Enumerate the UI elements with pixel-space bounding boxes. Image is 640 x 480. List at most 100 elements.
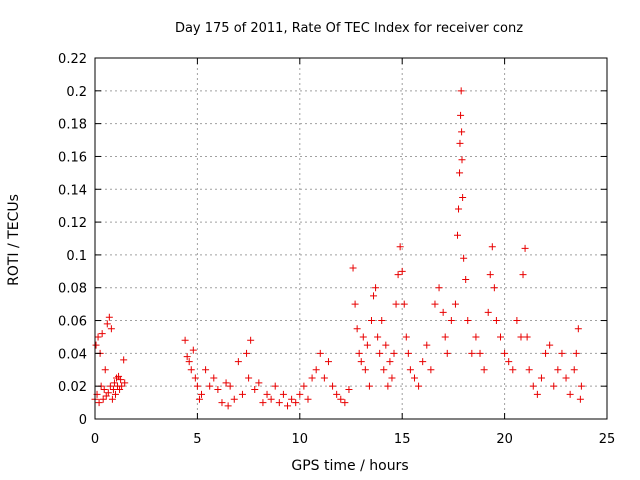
- data-point: [98, 330, 106, 338]
- data-point: [189, 346, 197, 354]
- data-point: [109, 385, 117, 393]
- data-point: [398, 267, 406, 275]
- data-point: [441, 333, 449, 341]
- data-point: [230, 395, 238, 403]
- data-point: [92, 341, 100, 349]
- grid-lines: [95, 58, 607, 419]
- data-point: [351, 300, 359, 308]
- data-point: [542, 349, 550, 357]
- data-point: [404, 349, 412, 357]
- data-point: [458, 128, 466, 136]
- data-point: [480, 366, 488, 374]
- data-point: [464, 317, 472, 325]
- data-point: [308, 374, 316, 382]
- data-point: [460, 254, 468, 262]
- data-point: [110, 379, 118, 387]
- data-point: [267, 395, 275, 403]
- data-point: [554, 366, 562, 374]
- data-point: [546, 341, 554, 349]
- data-point: [210, 374, 218, 382]
- data-point: [296, 390, 304, 398]
- data-point: [349, 264, 357, 272]
- data-point: [484, 308, 492, 316]
- data-point: [193, 382, 201, 390]
- y-tick-label: 0.04: [58, 347, 87, 362]
- data-point: [118, 382, 126, 390]
- data-point: [457, 111, 465, 119]
- data-point: [218, 399, 226, 407]
- data-point: [529, 382, 537, 390]
- data-point: [214, 385, 222, 393]
- data-point: [222, 379, 230, 387]
- data-point: [121, 379, 129, 387]
- data-point: [492, 317, 500, 325]
- data-point: [486, 271, 494, 279]
- y-tick-label: 0.02: [58, 380, 87, 395]
- data-point: [94, 333, 102, 341]
- data-point: [392, 300, 400, 308]
- data-point: [105, 313, 113, 321]
- x-tick-label: 25: [599, 432, 616, 447]
- data-point: [355, 349, 363, 357]
- data-point: [517, 333, 525, 341]
- data-point: [572, 349, 580, 357]
- y-tick-label: 0.2: [66, 85, 87, 100]
- data-point: [320, 374, 328, 382]
- y-tick-label: 0.06: [58, 315, 87, 330]
- y-tick-label: 0.18: [58, 118, 87, 133]
- data-point: [111, 390, 119, 398]
- data-point: [185, 358, 193, 366]
- data-point: [443, 349, 451, 357]
- x-tick-label: 10: [292, 432, 309, 447]
- data-point: [103, 320, 111, 328]
- data-point: [329, 382, 337, 390]
- data-point: [476, 349, 484, 357]
- data-point: [181, 336, 189, 344]
- data-point: [259, 399, 267, 407]
- x-tick-label: 5: [193, 432, 201, 447]
- data-point: [316, 349, 324, 357]
- data-point: [187, 366, 195, 374]
- data-point: [533, 390, 541, 398]
- data-point: [120, 356, 128, 364]
- data-point: [566, 390, 574, 398]
- data-point: [394, 271, 402, 279]
- data-point: [361, 366, 369, 374]
- data-point: [386, 358, 394, 366]
- plot-frame: [94, 57, 608, 420]
- data-point: [501, 349, 509, 357]
- data-point: [488, 243, 496, 251]
- data-point: [284, 402, 292, 410]
- y-tick-label: 0.14: [58, 183, 87, 198]
- data-point: [505, 358, 513, 366]
- data-point: [226, 382, 234, 390]
- data-point: [431, 300, 439, 308]
- data-point: [191, 374, 199, 382]
- data-point: [107, 325, 115, 333]
- data-point: [415, 382, 423, 390]
- data-point: [100, 385, 108, 393]
- axis-ticks: 0 0.02 0.04 0.06 0.08 0.1 0.12 0.14 0.16 0.18 0.2 0…: [58, 52, 615, 447]
- data-point: [374, 333, 382, 341]
- data-point: [288, 395, 296, 403]
- data-point: [453, 231, 461, 239]
- data-point: [550, 382, 558, 390]
- data-point: [99, 395, 107, 403]
- data-point: [104, 389, 112, 397]
- data-point: [525, 366, 533, 374]
- data-point: [558, 349, 566, 357]
- data-point: [108, 395, 116, 403]
- data-point: [396, 243, 404, 251]
- data-point: [576, 395, 584, 403]
- data-point: [341, 399, 349, 407]
- data-point: [423, 341, 431, 349]
- data-point: [275, 399, 283, 407]
- data-point: [238, 390, 246, 398]
- y-tick-label: 0.22: [58, 52, 87, 67]
- data-point: [337, 395, 345, 403]
- data-point: [509, 366, 517, 374]
- data-point: [106, 382, 114, 390]
- data-point: [497, 333, 505, 341]
- data-point: [570, 366, 578, 374]
- data-point: [243, 349, 251, 357]
